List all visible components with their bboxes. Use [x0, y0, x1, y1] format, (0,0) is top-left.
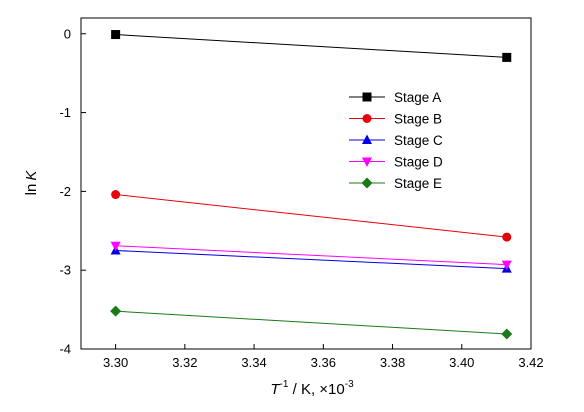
legend-label: Stage A: [394, 90, 441, 105]
data-point-triangle-down: [110, 241, 121, 252]
data-point-diamond: [361, 177, 373, 189]
data-point-triangle-up: [362, 134, 372, 144]
x-tick-label: 3.40: [449, 355, 474, 370]
y-axis: 0 -1 -2 -3 -4: [59, 26, 86, 357]
x-axis: 3.30 3.32 3.34 3.36 3.38 3.40 3.42: [103, 344, 544, 370]
data-point-square: [502, 52, 512, 62]
y-tick-label: 0: [64, 26, 71, 41]
series-line: [115, 310, 507, 335]
x-axis-label-unit: / K, ×10: [288, 381, 344, 398]
legend-label: Stage B: [394, 112, 442, 127]
x-tick-label: 3.32: [172, 355, 197, 370]
series-line: [115, 194, 507, 238]
plot-frame: [80, 17, 532, 350]
x-axis-label: T-1 / K, ×10-3: [270, 379, 354, 398]
data-point-triangle-down: [501, 260, 512, 271]
y-axis-label-var: K: [23, 170, 40, 181]
series-line: [115, 249, 507, 270]
legend-label: Stage E: [394, 176, 442, 191]
y-tick-label: -4: [59, 342, 71, 357]
series-stage-e: [110, 305, 513, 340]
series-stage-b: [111, 190, 512, 242]
y-tick-label: -2: [59, 184, 71, 199]
legend-entry: Stage E: [349, 176, 442, 191]
data-point-diamond: [501, 328, 513, 340]
y-tick-label: -1: [59, 105, 71, 120]
x-tick-label: 3.36: [311, 355, 336, 370]
data-point-circle: [111, 190, 121, 200]
series-stage-d: [110, 241, 512, 271]
series-stage-a: [111, 30, 512, 62]
data-point-square: [111, 30, 121, 40]
x-tick-label: 3.30: [103, 355, 128, 370]
legend-entry: Stage A: [349, 90, 441, 105]
series-layer: [110, 30, 513, 340]
data-point-triangle-down: [362, 157, 372, 167]
data-point-circle: [502, 232, 512, 242]
legend-entry: Stage C: [349, 133, 443, 148]
series-stage-c: [110, 244, 512, 273]
data-point-diamond: [110, 305, 122, 317]
y-axis-label: ln K: [23, 170, 40, 196]
x-axis-label-sup2: -3: [345, 379, 354, 390]
y-tick-label: -3: [59, 263, 71, 278]
y-axis-label-prefix: ln: [23, 184, 40, 196]
legend-entry: Stage B: [349, 112, 442, 127]
legend-label: Stage D: [394, 155, 443, 170]
x-tick-label: 3.42: [518, 355, 543, 370]
legend-label: Stage C: [394, 133, 443, 148]
series-line: [115, 245, 507, 266]
x-tick-label: 3.38: [380, 355, 405, 370]
data-point-circle: [362, 114, 372, 123]
x-axis-label-var: T: [270, 381, 281, 398]
legend: Stage A Stage B Stage C Stage D Stage E: [349, 90, 443, 191]
x-tick-label: 3.34: [241, 355, 266, 370]
legend-entry: Stage D: [349, 155, 443, 170]
x-axis-label-sup: -1: [280, 379, 289, 390]
series-line: [115, 34, 507, 58]
data-point-square: [362, 92, 372, 102]
